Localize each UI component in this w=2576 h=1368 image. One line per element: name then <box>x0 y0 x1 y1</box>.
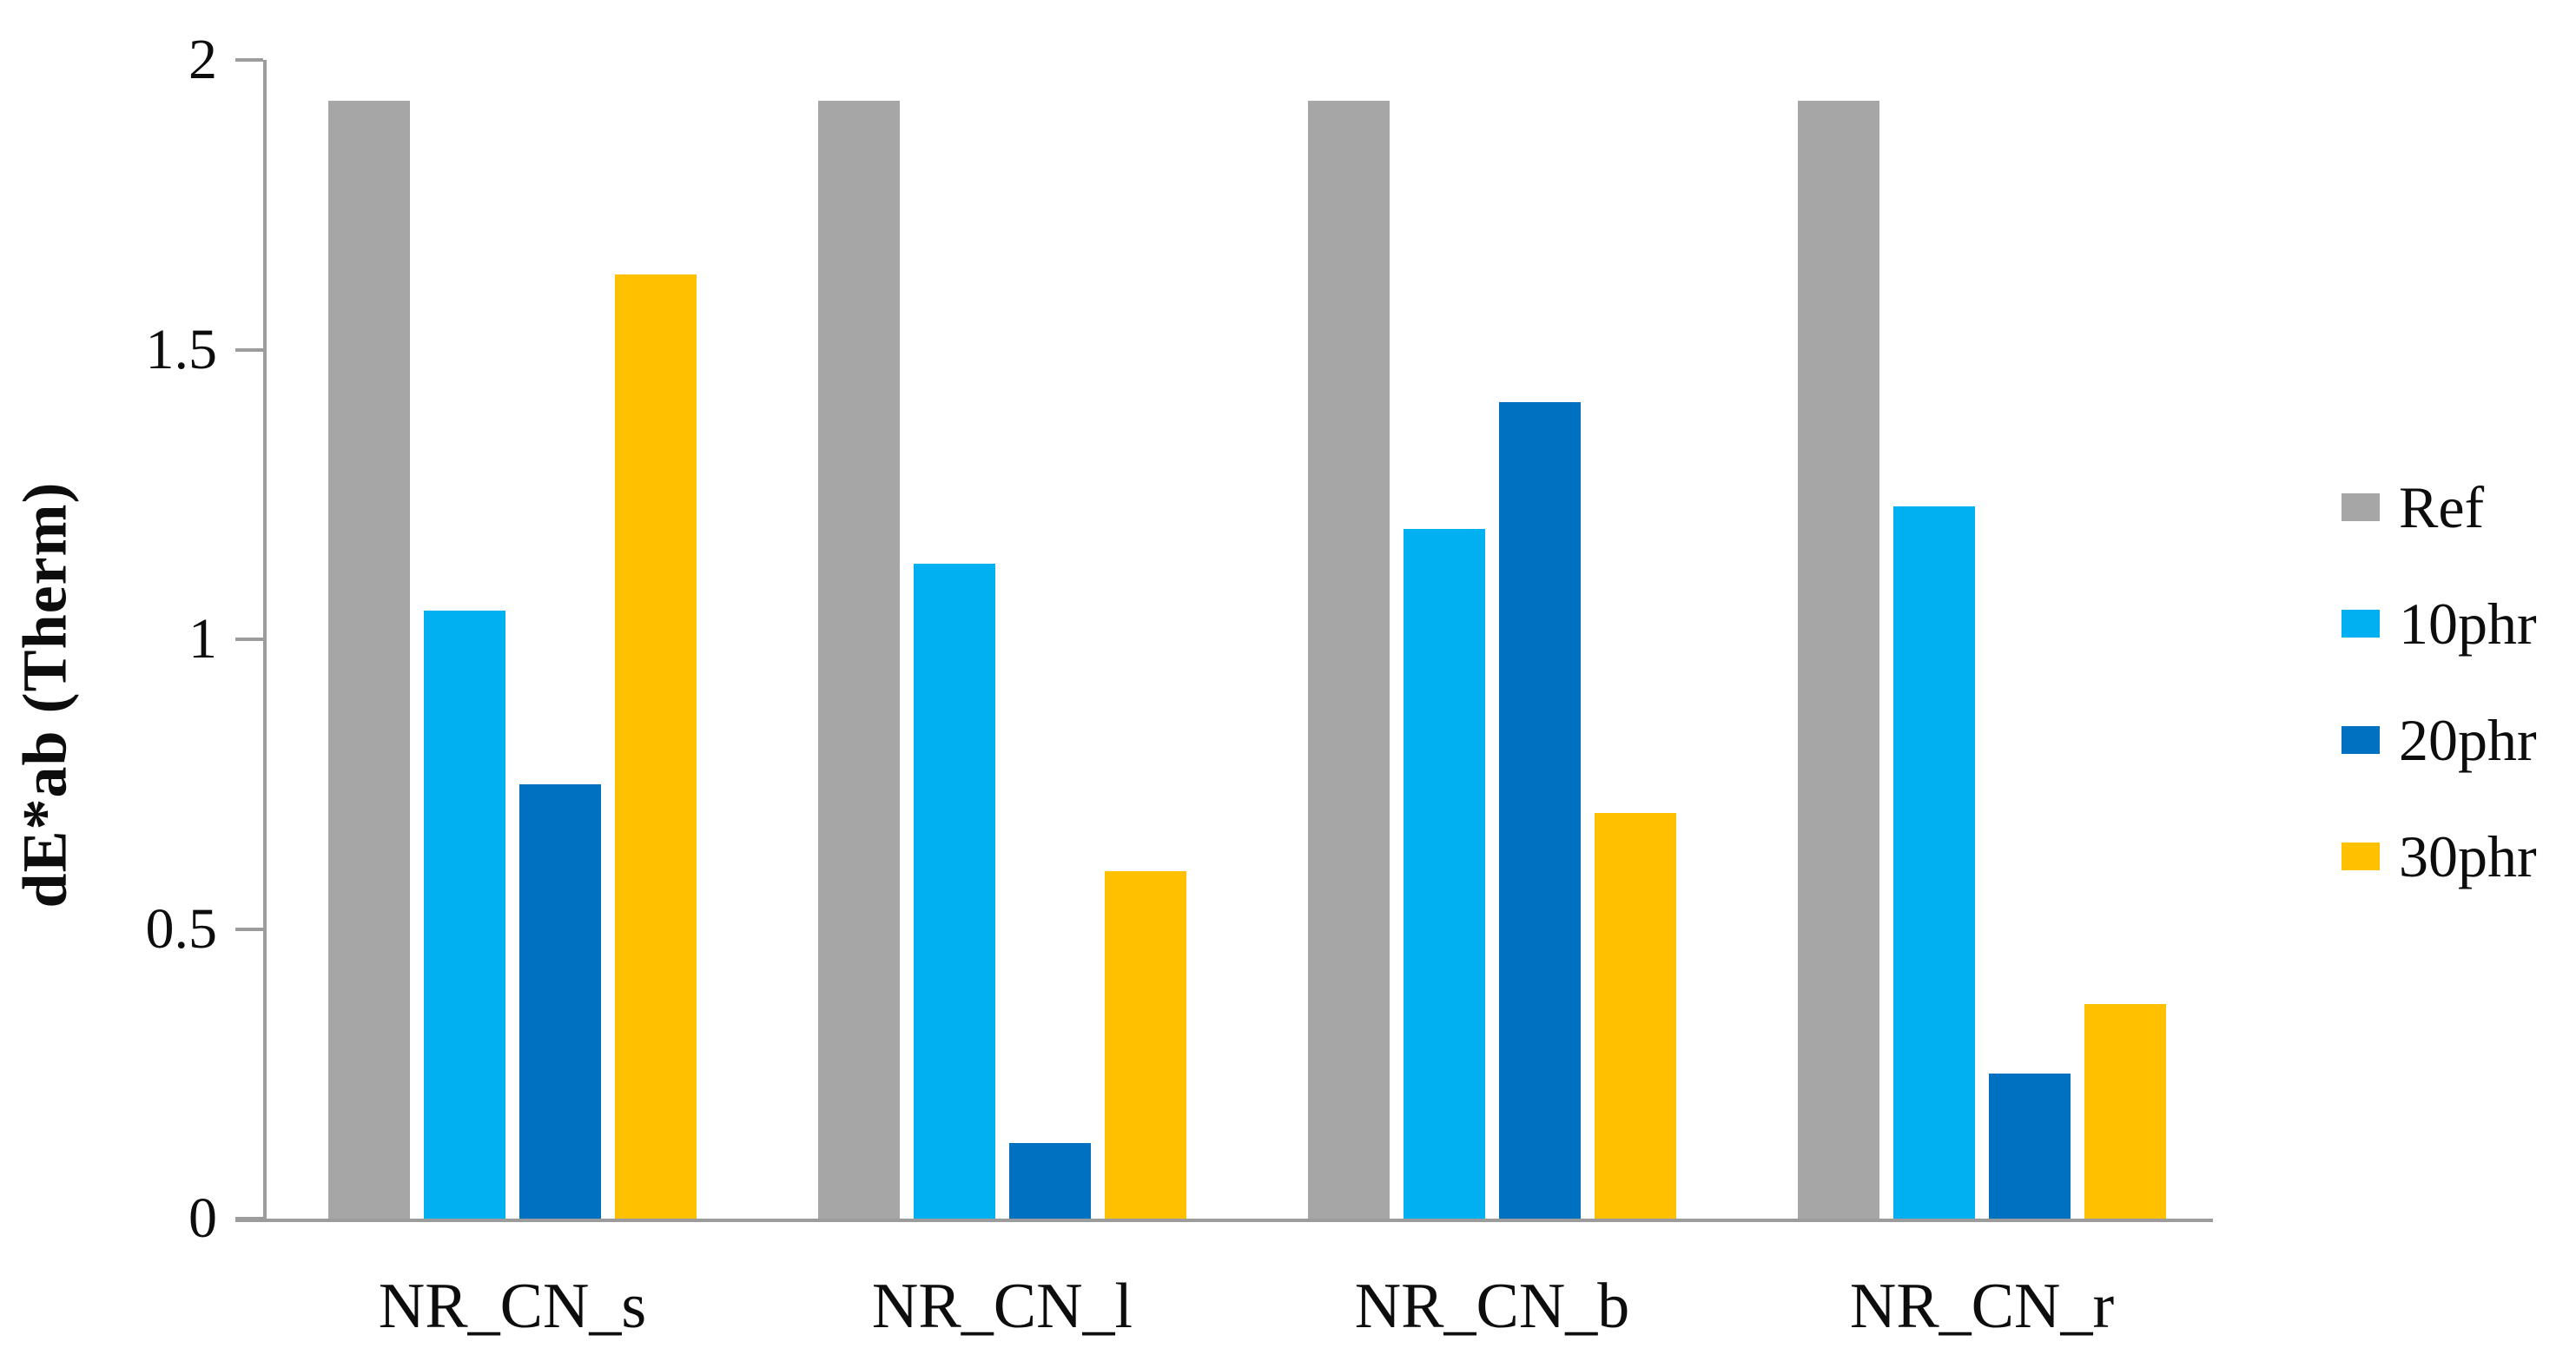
bar-30phr-NR_CN_s <box>615 274 697 1219</box>
bar-10phr-NR_CN_s <box>424 610 505 1219</box>
legend-label-Ref: Ref <box>2399 474 2485 540</box>
y-tick-mark <box>235 347 263 352</box>
bar-10phr-NR_CN_r <box>1893 506 1975 1219</box>
x-category-label: NR_CN_b <box>1354 1271 1630 1342</box>
x-category-label: NR_CN_l <box>871 1271 1133 1342</box>
bar-20phr-NR_CN_b <box>1499 401 1581 1219</box>
bar-30phr-NR_CN_r <box>2084 1004 2166 1219</box>
legend-swatch-10phr <box>2342 610 2380 638</box>
y-tick-label: 1.5 <box>145 317 218 381</box>
bar-20phr-NR_CN_s <box>519 783 601 1219</box>
y-axis-line <box>263 60 267 1219</box>
bar-Ref-NR_CN_r <box>1798 100 1879 1219</box>
bar-Ref-NR_CN_s <box>328 100 410 1219</box>
bar-30phr-NR_CN_l <box>1105 870 1186 1219</box>
legend-label-20phr: 20phr <box>2399 707 2537 773</box>
x-axis-line <box>235 1219 2213 1222</box>
y-tick-label: 0.5 <box>145 896 218 961</box>
y-tick-mark <box>235 927 263 931</box>
x-category-label: NR_CN_s <box>378 1271 647 1342</box>
y-tick-mark <box>235 638 263 641</box>
bar-10phr-NR_CN_l <box>914 564 995 1219</box>
bar-Ref-NR_CN_b <box>1308 100 1390 1219</box>
y-tick-label: 1 <box>188 607 217 671</box>
legend-swatch-Ref <box>2342 493 2380 521</box>
y-tick-label: 2 <box>188 28 217 91</box>
legend-swatch-20phr <box>2342 726 2380 754</box>
bar-20phr-NR_CN_r <box>1989 1074 2071 1219</box>
y-tick-mark <box>235 1217 263 1220</box>
y-tick-mark <box>235 58 263 62</box>
legend-label-10phr: 10phr <box>2399 591 2537 657</box>
bar-20phr-NR_CN_l <box>1009 1143 1091 1219</box>
bar-Ref-NR_CN_l <box>818 100 900 1219</box>
bar-30phr-NR_CN_b <box>1595 813 1676 1219</box>
legend-swatch-30phr <box>2342 843 2380 870</box>
y-axis-title: dE*ab (Therm) <box>10 481 80 909</box>
bar-10phr-NR_CN_b <box>1404 529 1485 1219</box>
x-category-label: NR_CN_r <box>1849 1271 2115 1342</box>
legend-label-30phr: 30phr <box>2399 823 2537 889</box>
y-tick-label: 0 <box>188 1186 217 1250</box>
